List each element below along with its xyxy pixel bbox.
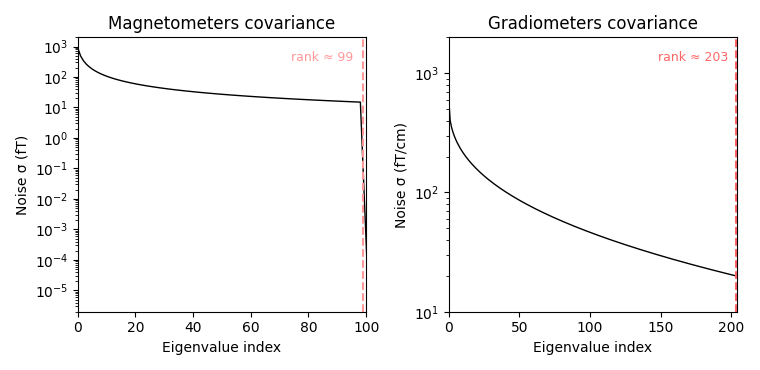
Text: rank ≈ 99: rank ≈ 99 (291, 51, 353, 64)
X-axis label: Eigenvalue index: Eigenvalue index (534, 341, 653, 355)
X-axis label: Eigenvalue index: Eigenvalue index (163, 341, 281, 355)
Y-axis label: Noise σ (fT/cm): Noise σ (fT/cm) (394, 121, 408, 228)
Text: rank ≈ 203: rank ≈ 203 (658, 51, 729, 64)
Title: Gradiometers covariance: Gradiometers covariance (488, 15, 698, 33)
Y-axis label: Noise σ (fT): Noise σ (fT) (15, 134, 29, 215)
Title: Magnetometers covariance: Magnetometers covariance (109, 15, 336, 33)
